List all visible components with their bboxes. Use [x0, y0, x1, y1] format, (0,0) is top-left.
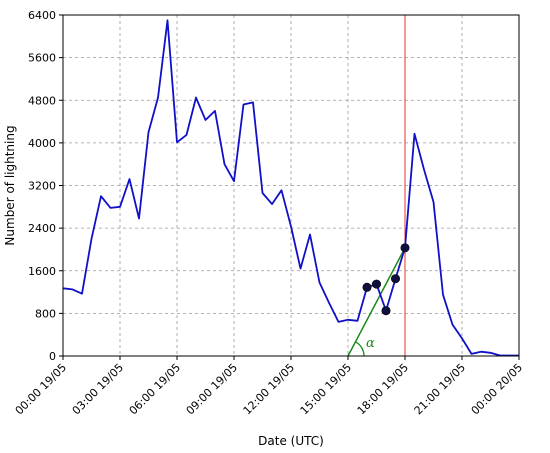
x-tick-label: 18:00 19/05 [355, 361, 412, 418]
y-tick-label: 6400 [28, 9, 56, 22]
y-tick-label: 4800 [28, 94, 56, 107]
y-tick-label: 800 [35, 307, 56, 320]
y-tick-label: 3200 [28, 180, 56, 193]
trend-line [347, 247, 406, 357]
series-layer [62, 19, 519, 357]
x-tick-label: 09:00 19/05 [184, 361, 241, 418]
x-tick-label: 03:00 19/05 [70, 361, 127, 418]
x-tick-label: 15:00 19/05 [298, 361, 355, 418]
x-tick-label: 21:00 19/05 [412, 361, 469, 418]
data-marker [371, 279, 381, 289]
plot-frame [62, 14, 520, 357]
lightning-series-line [62, 19, 519, 357]
y-axis-title: Number of lightning [3, 125, 17, 245]
angle-label: α [366, 336, 375, 351]
data-marker [362, 282, 372, 292]
axis-ticks [59, 14, 520, 360]
x-tick-label: 00:00 20/05 [469, 361, 526, 418]
x-tick-label: 00:00 19/05 [13, 361, 70, 418]
angle-arc [355, 341, 365, 357]
y-tick-label: 0 [49, 350, 56, 363]
y-tick-label: 5600 [28, 52, 56, 65]
x-axis-title: Date (UTC) [258, 434, 324, 448]
x-tick-label: 06:00 19/05 [127, 361, 184, 418]
data-marker [381, 306, 391, 316]
y-tick-label: 1600 [28, 265, 56, 278]
y-tick-labels: 0 800 1600 2400 3200 4000 4800 5600 6400 [28, 9, 56, 363]
marker-layer [362, 243, 410, 316]
x-tick-label: 12:00 19/05 [241, 361, 298, 418]
data-marker [390, 274, 400, 284]
annotation-layer [347, 15, 406, 357]
y-tick-label: 4000 [28, 137, 56, 150]
data-marker [400, 243, 410, 253]
x-tick-labels: 00:00 19/05 03:00 19/05 06:00 19/05 09:00 1… [13, 361, 526, 418]
y-tick-label: 2400 [28, 222, 56, 235]
